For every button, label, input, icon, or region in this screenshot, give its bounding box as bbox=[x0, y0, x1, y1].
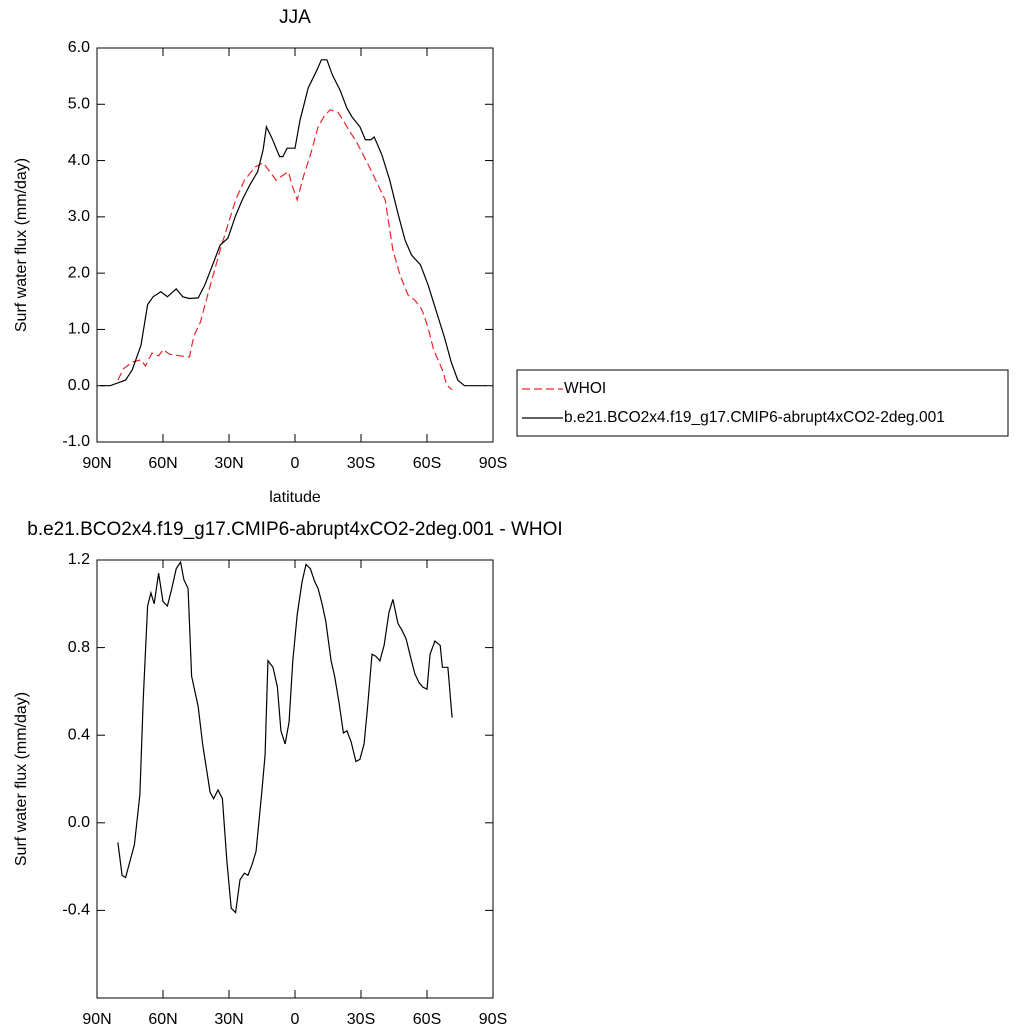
x-tick-label: 0 bbox=[291, 455, 300, 472]
x-tick-label: 60S bbox=[413, 455, 441, 472]
legend-label: b.e21.BCO2x4.f19_g17.CMIP6-abrupt4xCO2-2… bbox=[564, 409, 945, 426]
x-tick-label: 30N bbox=[214, 1011, 243, 1024]
x-tick-label: 30S bbox=[347, 1011, 375, 1024]
x-tick-label: 30N bbox=[214, 455, 243, 472]
legend-box bbox=[516, 369, 1009, 437]
y-tick-label: 0.4 bbox=[68, 726, 90, 743]
y-tick-label: 0.8 bbox=[68, 639, 90, 656]
y-tick-label: 0.0 bbox=[68, 814, 90, 831]
x-axis-label: latitude bbox=[269, 489, 321, 506]
chart-title: JJA bbox=[279, 7, 311, 28]
y-tick-label: 6.0 bbox=[68, 39, 90, 56]
y-tick-label: 1.2 bbox=[68, 551, 90, 568]
plot-frame bbox=[96, 559, 494, 999]
legend-label: WHOI bbox=[564, 380, 606, 397]
x-tick-label: 60N bbox=[148, 455, 177, 472]
y-tick-label: 1.0 bbox=[68, 321, 90, 338]
x-tick-label: 90S bbox=[479, 1011, 507, 1024]
x-tick-label: 90N bbox=[82, 455, 111, 472]
y-tick-label: 4.0 bbox=[68, 152, 90, 169]
x-tick-label: 30S bbox=[347, 455, 375, 472]
x-tick-label: 90N bbox=[82, 1011, 111, 1024]
plot-frame bbox=[96, 47, 494, 443]
y-tick-label: 3.0 bbox=[68, 208, 90, 225]
y-axis-label: Surf water flux (mm/day) bbox=[13, 692, 30, 866]
y-tick-label: 0.0 bbox=[68, 377, 90, 394]
y-tick-label: 5.0 bbox=[68, 96, 90, 113]
y-tick-label: 2.0 bbox=[68, 264, 90, 281]
x-tick-label: 60N bbox=[148, 1011, 177, 1024]
data-line bbox=[117, 560, 453, 914]
x-tick-label: 60S bbox=[413, 1011, 441, 1024]
chart-title: b.e21.BCO2x4.f19_g17.CMIP6-abrupt4xCO2-2… bbox=[27, 519, 562, 540]
y-tick-label: -1.0 bbox=[62, 433, 90, 450]
x-tick-label: 90S bbox=[479, 455, 507, 472]
y-tick-label: -0.4 bbox=[62, 902, 90, 919]
data-line bbox=[117, 109, 453, 391]
data-line bbox=[100, 59, 487, 387]
x-tick-label: 0 bbox=[291, 1011, 300, 1024]
y-axis-label: Surf water flux (mm/day) bbox=[13, 158, 30, 332]
